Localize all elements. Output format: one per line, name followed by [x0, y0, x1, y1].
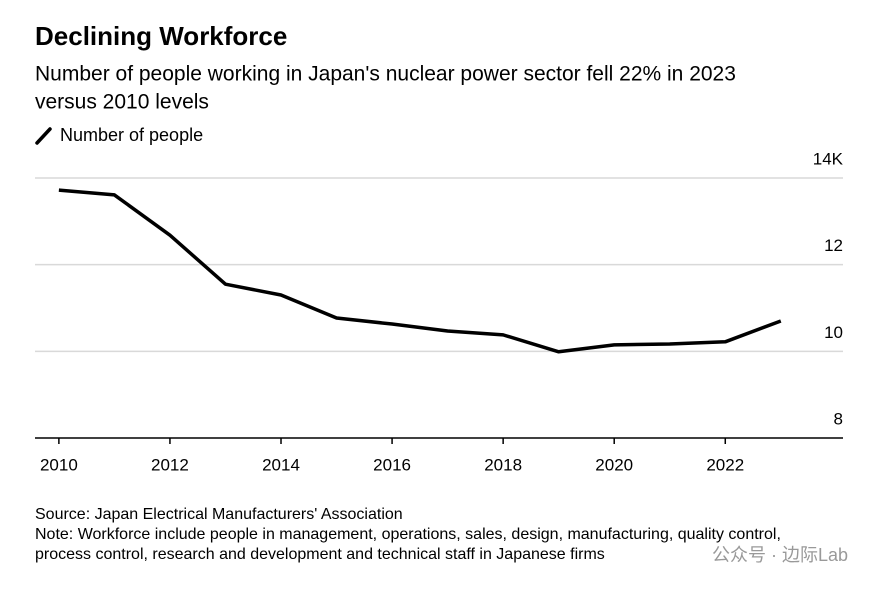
y-tick-label: 14K	[813, 149, 844, 168]
subtitle: Number of people working in Japan's nucl…	[35, 63, 736, 86]
legend-label: Number of people	[60, 125, 203, 145]
note: Note: Workforce include people in manage…	[35, 526, 781, 543]
x-tick-label: 2018	[484, 455, 522, 474]
x-tick-label: 2020	[595, 455, 633, 474]
subtitle: versus 2010 levels	[35, 91, 209, 114]
x-tick-label: 2012	[151, 455, 189, 474]
y-tick-label: 10	[824, 323, 843, 342]
legend-swatch	[35, 127, 52, 145]
source-note: Source: Japan Electrical Manufacturers' …	[35, 506, 403, 523]
watermark: 公众号 · 边际Lab	[712, 545, 848, 565]
y-tick-label: 12	[824, 236, 843, 255]
x-tick-label: 2016	[373, 455, 411, 474]
y-tick-label: 8	[834, 409, 843, 428]
note: process control, research and developmen…	[35, 546, 605, 563]
x-tick-label: 2014	[262, 455, 300, 474]
x-tick-label: 2010	[40, 455, 78, 474]
line-series	[58, 188, 782, 354]
x-tick-label: 2022	[706, 455, 744, 474]
chart-title: Declining Workforce	[35, 21, 287, 51]
